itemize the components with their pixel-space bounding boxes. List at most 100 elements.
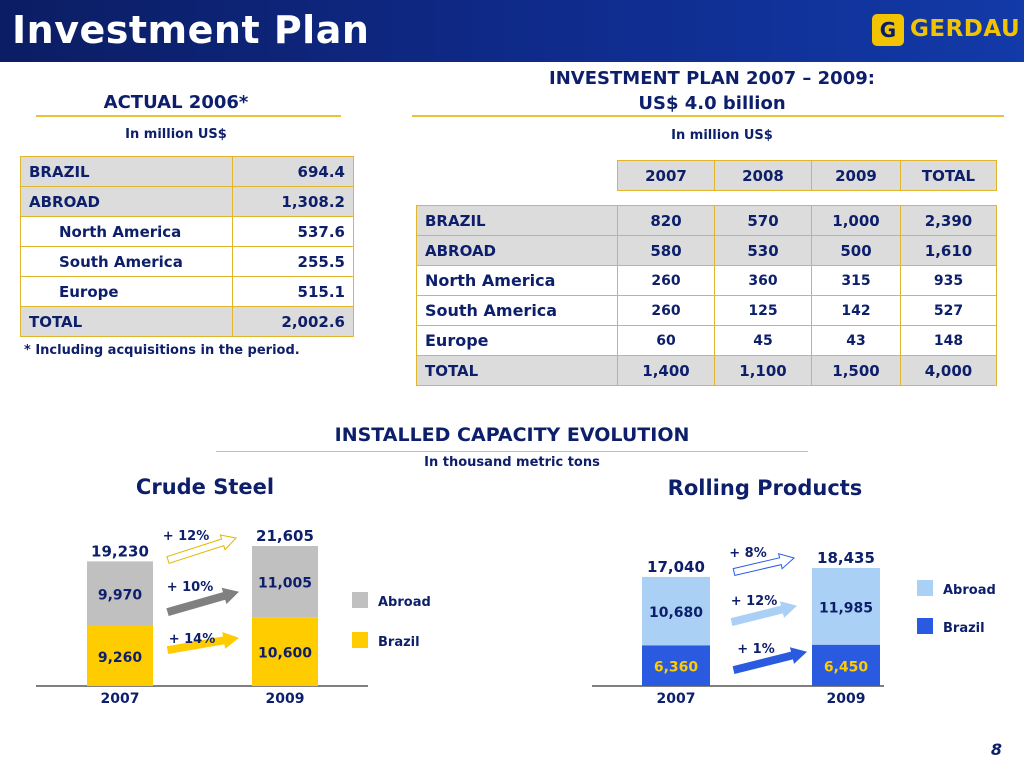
cell-value: 43: [811, 325, 901, 356]
data-label-total-2007: 17,040: [647, 558, 705, 576]
growth-label-abroad: + 10%: [167, 580, 214, 595]
data-label-total-2007: 19,230: [91, 542, 149, 560]
bar-brazil-2007: [642, 645, 710, 686]
plan-unit: In million US$: [671, 128, 773, 143]
row-label: TOTAL: [20, 306, 233, 337]
bar-abroad-2007: [87, 561, 153, 626]
cell-value: 260: [617, 265, 715, 296]
actual-heading-rule: [36, 115, 341, 117]
bar-abroad-2007: [642, 576, 710, 646]
page-title: Investment Plan: [12, 8, 370, 52]
gerdau-logo: G GERDAU: [872, 10, 1020, 50]
row-value: 2,002.6: [232, 306, 354, 337]
table-row: TOTAL 1,400 1,100 1,500 4,000: [416, 355, 997, 386]
plan-heading-line1: INVESTMENT PLAN 2007 – 2009:: [549, 68, 875, 89]
legend-swatch-brazil: [917, 618, 933, 634]
legend-label-abroad: Abroad: [378, 595, 431, 610]
cell-value: 1,400: [617, 355, 715, 386]
data-label-abroad-2009: 11,005: [258, 576, 312, 592]
row-value: 1,308.2: [232, 186, 354, 217]
growth-arrow-abroad: [730, 601, 798, 627]
table-row: ABROAD 1,308.2: [20, 186, 354, 217]
column-header: TOTAL: [900, 160, 997, 191]
row-label: BRAZIL: [20, 156, 233, 187]
legend-label-abroad: Abroad: [943, 583, 996, 598]
growth-arrow-total: [732, 552, 796, 577]
row-label: ABROAD: [20, 186, 233, 217]
growth-label-brazil: + 14%: [169, 632, 216, 647]
legend-swatch-abroad: [352, 592, 368, 608]
cell-value: 1,500: [811, 355, 901, 386]
bar-brazil-2007: [87, 625, 153, 686]
bar-brazil-2009: [252, 617, 318, 686]
data-label-brazil-2007: 9,260: [98, 650, 143, 666]
cell-value: 360: [714, 265, 812, 296]
column-header: 2008: [714, 160, 812, 191]
table-row: ABROAD 580 530 500 1,610: [416, 235, 997, 266]
growth-label-brazil: + 1%: [737, 642, 775, 657]
row-label: North America: [416, 265, 618, 296]
row-label: ABROAD: [416, 235, 618, 266]
row-label: South America: [416, 295, 618, 326]
data-label-abroad-2009: 11,985: [819, 600, 873, 616]
table-row: Europe 515.1: [20, 276, 354, 307]
cell-value: 1,610: [900, 235, 997, 266]
row-label: North America: [20, 216, 233, 247]
growth-label-total: + 12%: [163, 529, 210, 544]
cell-value: 1,000: [811, 205, 901, 236]
crude-steel-title: Crude Steel: [135, 475, 275, 499]
cell-value: 530: [714, 235, 812, 266]
data-label-total-2009: 21,605: [256, 527, 314, 545]
cell-value: 500: [811, 235, 901, 266]
data-label-brazil-2009: 6,450: [824, 659, 869, 675]
bar-abroad-2009: [812, 568, 880, 645]
x-tick-label-2009: 2009: [827, 691, 866, 707]
table-row: BRAZIL 820 570 1,000 2,390: [416, 205, 997, 236]
page-number: 8: [990, 740, 1002, 759]
row-value: 515.1: [232, 276, 354, 307]
rolling-products-title: Rolling Products: [667, 476, 863, 500]
x-tick-label-2007: 2007: [657, 691, 696, 707]
cell-value: 148: [900, 325, 997, 356]
cell-value: 315: [811, 265, 901, 296]
cell-value: 820: [617, 205, 715, 236]
cell-value: 935: [900, 265, 997, 296]
cell-value: 2,390: [900, 205, 997, 236]
legend-label-brazil: Brazil: [378, 635, 420, 650]
table-row: Europe 60 45 43 148: [416, 325, 997, 356]
row-value: 694.4: [232, 156, 354, 187]
table-row: TOTAL 2,002.6: [20, 306, 354, 337]
table-row: BRAZIL 694.4: [20, 156, 354, 187]
data-label-total-2009: 18,435: [817, 549, 875, 567]
bar-abroad-2009: [252, 546, 318, 618]
cell-value: 1,100: [714, 355, 812, 386]
column-header: 2009: [811, 160, 901, 191]
crude-steel-chart: 9,260 9,970 19,230 2007 10,600 11,005 21,605 20…: [36, 527, 431, 707]
plan-header-table: 2007 2008 2009 TOTAL: [617, 160, 997, 191]
row-label: BRAZIL: [416, 205, 618, 236]
data-label-abroad-2007: 9,970: [98, 588, 143, 604]
growth-arrow-total: [166, 534, 237, 564]
column-header: 2007: [617, 160, 715, 191]
row-label: Europe: [20, 276, 233, 307]
plan-heading-line2: US$ 4.0 billion: [638, 93, 786, 114]
cell-value: 527: [900, 295, 997, 326]
actual-footnote: * Including acquisitions in the period.: [24, 343, 300, 358]
capacity-heading: INSTALLED CAPACITY EVOLUTION: [334, 424, 690, 446]
plan-table: BRAZIL 820 570 1,000 2,390 ABROAD 580 53…: [416, 205, 997, 386]
data-label-brazil-2009: 10,600: [258, 646, 312, 662]
row-label: South America: [20, 246, 233, 277]
table-header-row: 2007 2008 2009 TOTAL: [617, 160, 997, 191]
row-value: 255.5: [232, 246, 354, 277]
cell-value: 60: [617, 325, 715, 356]
bar-brazil-2009: [812, 644, 880, 686]
data-label-brazil-2007: 6,360: [654, 660, 699, 676]
data-label-abroad-2007: 10,680: [649, 605, 703, 621]
growth-label-total: + 8%: [729, 546, 767, 561]
plan-heading-rule: [412, 115, 1004, 117]
growth-arrow-abroad: [166, 587, 239, 617]
legend-swatch-brazil: [352, 632, 368, 648]
table-row: North America 537.6: [20, 216, 354, 247]
growth-arrow-brazil: [732, 647, 808, 675]
table-row: North America 260 360 315 935: [416, 265, 997, 296]
